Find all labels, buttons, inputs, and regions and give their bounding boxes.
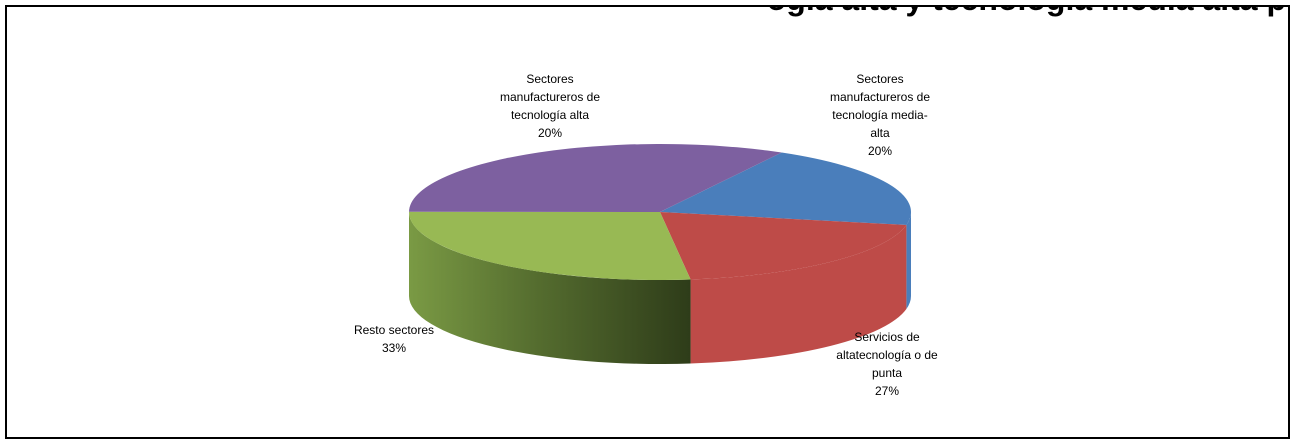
pie-side-sectores-manufactureros-de-tecnologia-media-alta bbox=[690, 224, 907, 364]
data-label-sectores-manufactureros-de-tecnologia-alta: Sectores manufactureros de tecnología alta… bbox=[500, 72, 600, 140]
chart-frame: ogía alta y tecnología media alta p Sect… bbox=[5, 5, 1290, 439]
pie-top-layer bbox=[409, 144, 912, 280]
pie-chart: Sectores manufactureros de tecnología alta… bbox=[354, 72, 938, 398]
pie-slice-resto-sectores bbox=[409, 144, 782, 212]
data-label-servicios-de-altatecnologia-o-de-punta: Servicios de altatecnología o de punta 27% bbox=[836, 330, 938, 398]
pie-slice-servicios-de-altatecnologia-o-de-punta bbox=[409, 211, 691, 280]
chart-title-fragment: ogía alta y tecnología media alta p bbox=[7, 7, 1288, 15]
pie-depth-layer bbox=[409, 212, 911, 364]
data-label-resto-sectores: Resto sectores 33% bbox=[354, 323, 434, 355]
pie-slice-sectores-manufactureros-de-tecnologia-media-alta bbox=[660, 212, 907, 280]
pie-side-servicios-de-altatecnologia-o-de-punta bbox=[409, 212, 691, 364]
pie-slice-sectores-manufactureros-de-tecnologia-alta bbox=[660, 152, 912, 225]
data-label-sectores-manufactureros-de-tecnologia-media-alta: Sectores manufactureros de tecnología medi… bbox=[830, 72, 930, 158]
pie-side-sectores-manufactureros-de-tecnologia-alta bbox=[906, 212, 911, 309]
pie-label-layer: Sectores manufactureros de tecnología alta… bbox=[354, 72, 938, 398]
